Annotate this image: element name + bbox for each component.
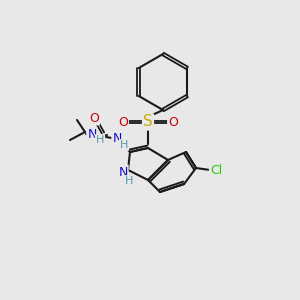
Text: Cl: Cl: [210, 164, 222, 176]
Text: N: N: [118, 166, 128, 178]
Text: O: O: [168, 116, 178, 128]
Text: H: H: [125, 176, 133, 186]
Text: O: O: [118, 116, 128, 128]
Text: O: O: [89, 112, 99, 124]
Text: N: N: [112, 133, 122, 146]
Text: H: H: [96, 135, 104, 145]
Text: H: H: [120, 140, 128, 150]
Text: S: S: [143, 115, 153, 130]
Text: N: N: [87, 128, 97, 142]
